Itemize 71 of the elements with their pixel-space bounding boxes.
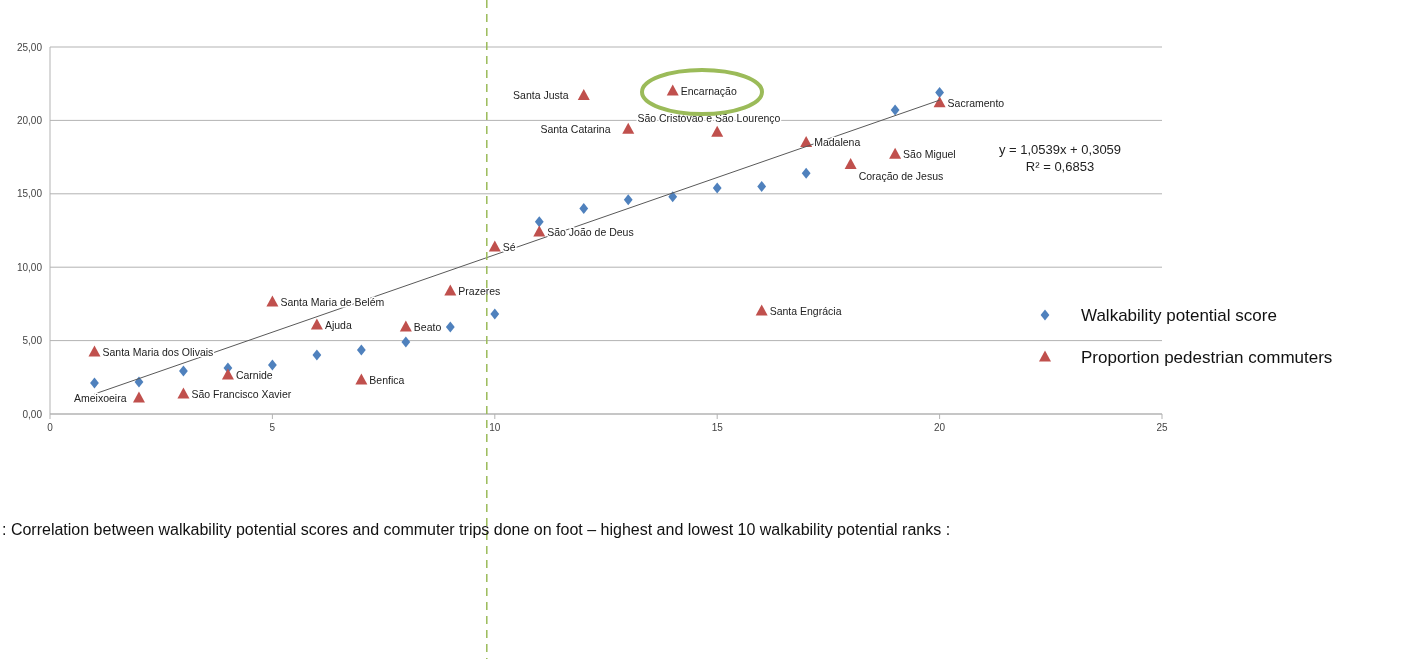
point: [221, 368, 234, 380]
point: [622, 122, 635, 134]
legend-label: Proportion pedestrian commuters: [1081, 348, 1333, 367]
point: [711, 125, 724, 137]
y-tick-label: 15,00: [16, 188, 43, 200]
point: [935, 87, 944, 99]
annotation: Sé: [502, 240, 516, 253]
annotation: Santa Engrácia: [769, 304, 842, 317]
x-tick-label: 20: [934, 422, 946, 433]
point: [534, 216, 544, 228]
point: [399, 320, 412, 332]
point: [179, 365, 188, 377]
annotation: São João de Deus: [547, 225, 634, 238]
point: [356, 344, 366, 356]
y-tick-label: 0,00: [22, 408, 43, 420]
point: [757, 180, 767, 192]
annotation: Carnide: [235, 368, 273, 381]
annotation: São Miguel: [903, 148, 956, 161]
point: [666, 84, 679, 96]
point: [444, 284, 457, 296]
point: [266, 295, 279, 307]
y-tick-label: 10,00: [16, 261, 43, 273]
point: [445, 321, 455, 333]
annotation: Encarnação: [680, 85, 737, 98]
point: [401, 336, 411, 348]
y-tick-label: 5,00: [22, 335, 43, 347]
point: [712, 182, 722, 194]
annotation: São Francisco Xavier: [191, 388, 292, 401]
point: [533, 225, 546, 237]
point: [132, 391, 145, 403]
annotation: Prazeres: [458, 284, 501, 297]
point: [177, 387, 190, 399]
point: [268, 359, 277, 371]
annotation: Sacramento: [947, 96, 1005, 109]
annotation: Santa Catarina: [540, 123, 611, 136]
annotation: Ajuda: [324, 319, 352, 332]
point: [577, 88, 590, 100]
x-tick-label: 0: [47, 422, 54, 433]
point: [355, 373, 368, 385]
legend-label: Walkability potential score: [1081, 306, 1277, 325]
annotation: Ameixoeira: [73, 392, 127, 404]
y-tick-label: 25,00: [16, 41, 43, 53]
point: [801, 167, 811, 179]
point: [623, 194, 633, 206]
y-tick-label: 20,00: [16, 114, 43, 126]
point: [310, 318, 323, 330]
text: : Correlation between walkability potential scores and commuter trips done on foot – highest and lowest 10 walkability potential ranks :: [2, 521, 951, 538]
point: [844, 157, 857, 169]
annotation: Santa Justa: [513, 89, 569, 102]
point: [890, 104, 900, 116]
point: [579, 202, 589, 214]
x-tick-label: 10: [489, 422, 501, 433]
annotation: Madalena: [814, 136, 861, 149]
point: [312, 349, 322, 361]
annotation: y = 1,0539x + 0,3059: [998, 142, 1122, 157]
x-tick-label: 15: [711, 422, 724, 433]
annotation: Coração de Jesus: [858, 170, 944, 183]
point: [134, 376, 144, 388]
annotation: Beato: [413, 320, 442, 333]
point: [490, 308, 500, 320]
x-tick-label: 25: [1156, 422, 1168, 433]
point: [90, 377, 99, 389]
annotation: Santa Maria dos Olivais: [102, 346, 214, 359]
annotation: R² = 0,6853: [1025, 159, 1095, 174]
point: [889, 147, 902, 159]
annotation: Benfica: [369, 373, 405, 386]
point: [488, 240, 501, 252]
x-tick-label: 5: [269, 422, 276, 433]
annotation: Santa Maria de Belém: [280, 295, 385, 308]
point: [88, 345, 101, 357]
point: [755, 304, 768, 316]
